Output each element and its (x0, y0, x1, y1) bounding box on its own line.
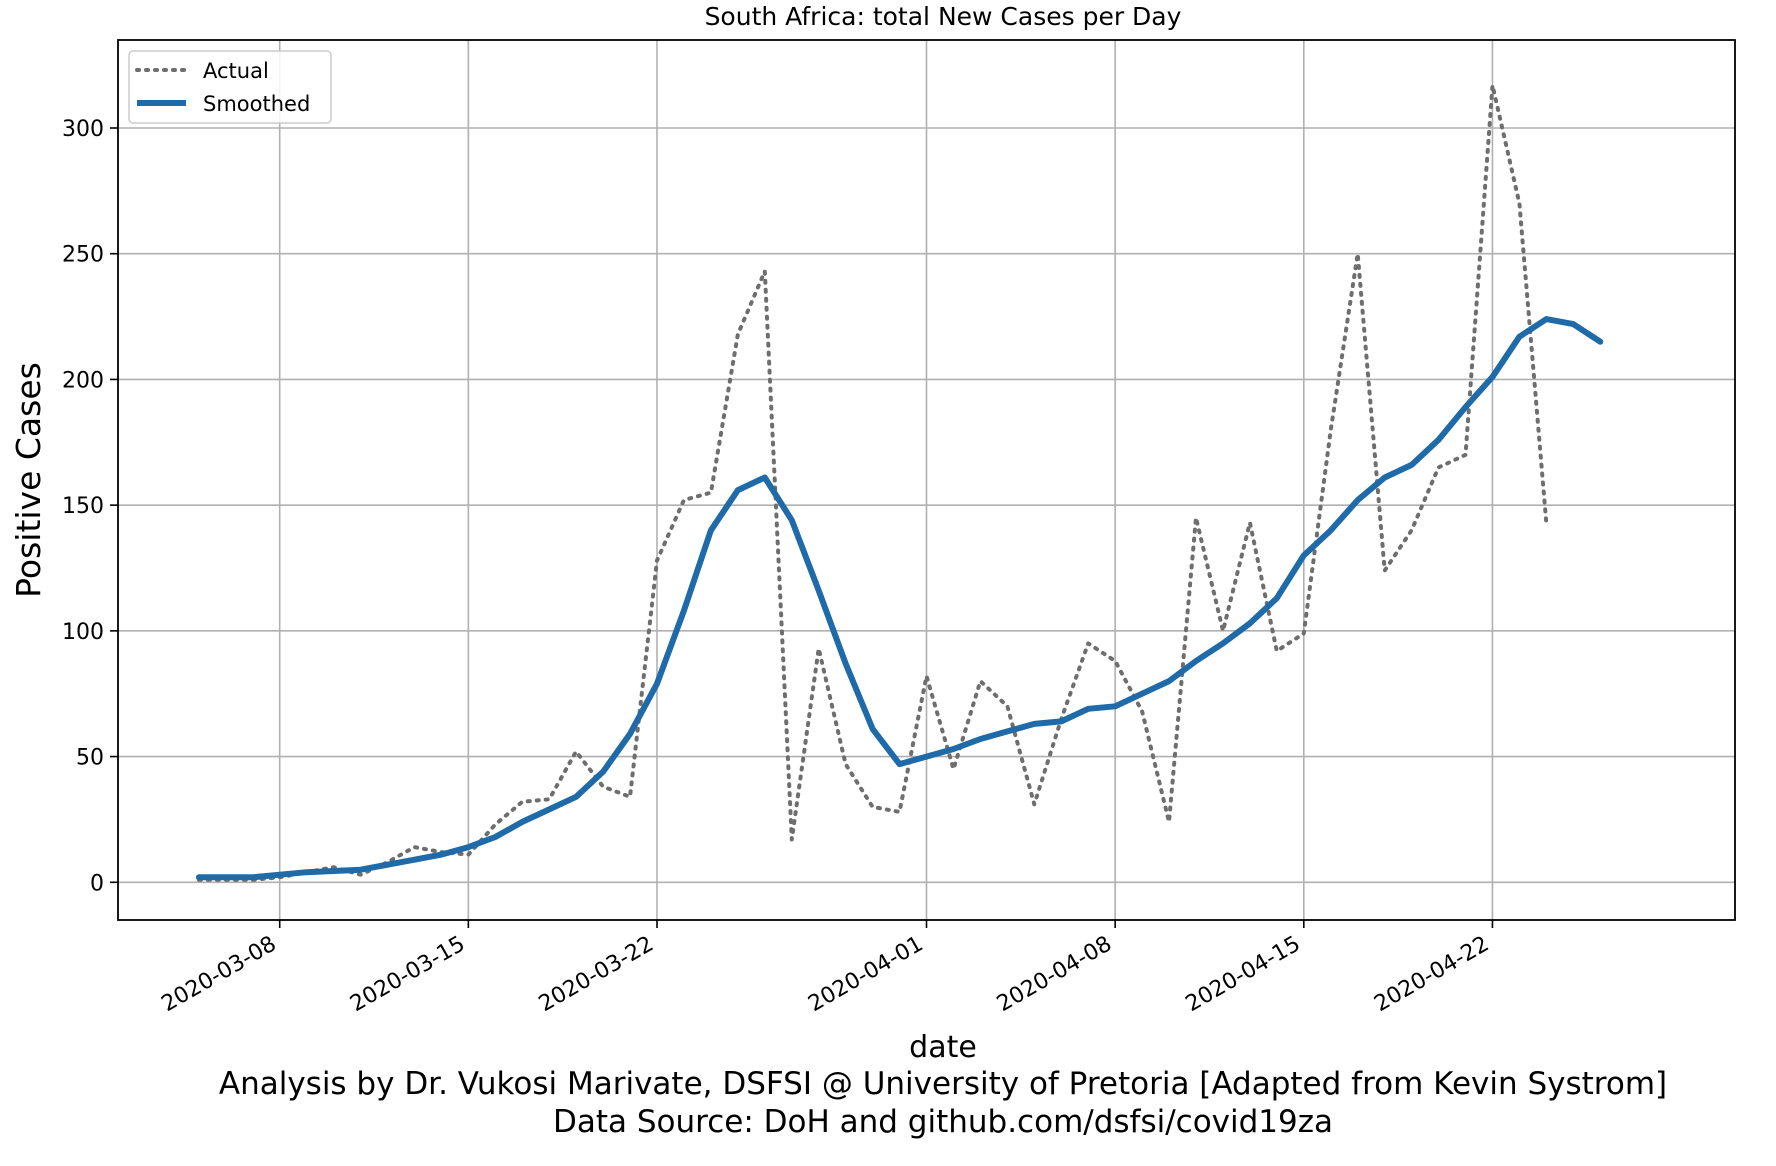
series-layer (195, 83, 1604, 882)
x-tick-label: 2020-03-15 (346, 932, 469, 1018)
series-line-actual (196, 83, 1549, 882)
y-tick-label: 250 (62, 243, 104, 268)
legend-smoothed-label: Smoothed (203, 92, 310, 116)
x-tick-label: 2020-04-01 (804, 932, 927, 1018)
x-tick-label: 2020-04-15 (1182, 932, 1305, 1018)
y-tick-label: 50 (76, 746, 104, 771)
y-tick-label: 100 (62, 620, 104, 645)
legend-actual-label: Actual (203, 59, 269, 83)
x-tick-label: 2020-04-08 (993, 932, 1116, 1018)
y-tick-label: 150 (62, 494, 104, 519)
y-tick-label: 0 (90, 871, 104, 896)
grid (118, 40, 1735, 920)
x-axis-label: date (909, 1030, 977, 1065)
legend: Actual Smoothed (128, 50, 332, 124)
y-axis-label: Positive Cases (9, 362, 48, 598)
chart-title: South Africa: total New Cases per Day (705, 2, 1182, 31)
y-tick-label: 200 (62, 368, 104, 393)
caption-line-1: Analysis by Dr. Vukosi Marivate, DSFSI @… (219, 1066, 1667, 1102)
caption-line-2: Data Source: DoH and github.com/dsfsi/co… (553, 1104, 1333, 1140)
x-tick-label: 2020-03-22 (535, 932, 658, 1018)
x-tick-label: 2020-04-22 (1370, 932, 1493, 1018)
y-tick-label: 300 (62, 117, 104, 142)
x-tick-label: 2020-03-08 (157, 932, 280, 1018)
series-line-smoothed (195, 316, 1604, 881)
